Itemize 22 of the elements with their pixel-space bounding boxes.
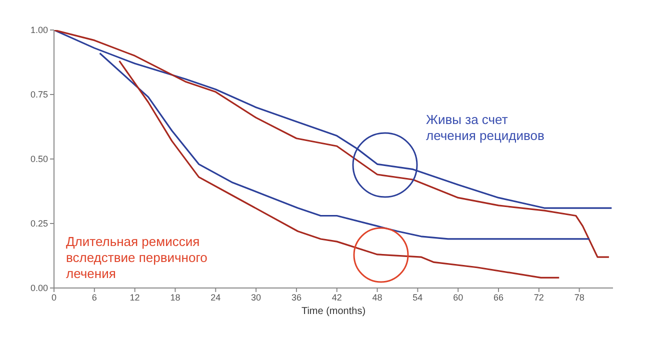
x-tick-label: 12: [130, 292, 140, 302]
annotation: Длительная ремиссия вследствие первичного лечения: [66, 234, 208, 282]
x-tick-label: 60: [453, 292, 464, 302]
x-tick-label: 72: [534, 292, 544, 302]
y-tick-label: 0.00: [30, 283, 48, 294]
x-tick-label: 24: [210, 292, 221, 302]
annotation: Живы за счет лечения рецидивов: [426, 112, 546, 144]
y-tick-label: 1.00: [30, 25, 48, 36]
x-tick-label: 48: [372, 292, 382, 302]
x-tick-label: 36: [291, 292, 302, 302]
x-tick-label: 6: [92, 292, 97, 302]
x-tick-label: 18: [170, 292, 180, 302]
y-tick-label: 0.50: [30, 154, 48, 164]
x-tick-label: 66: [494, 292, 504, 302]
x-axis-title: Time (months): [301, 306, 366, 317]
x-tick-label: 78: [574, 292, 584, 302]
x-tick-label: 0: [51, 292, 57, 302]
x-tick-label: 42: [332, 292, 342, 302]
y-tick-label: 0.25: [30, 218, 48, 229]
x-tick-label: 30: [251, 292, 262, 302]
x-tick-label: 54: [412, 292, 423, 302]
y-tick-label: 0.75: [30, 90, 48, 100]
